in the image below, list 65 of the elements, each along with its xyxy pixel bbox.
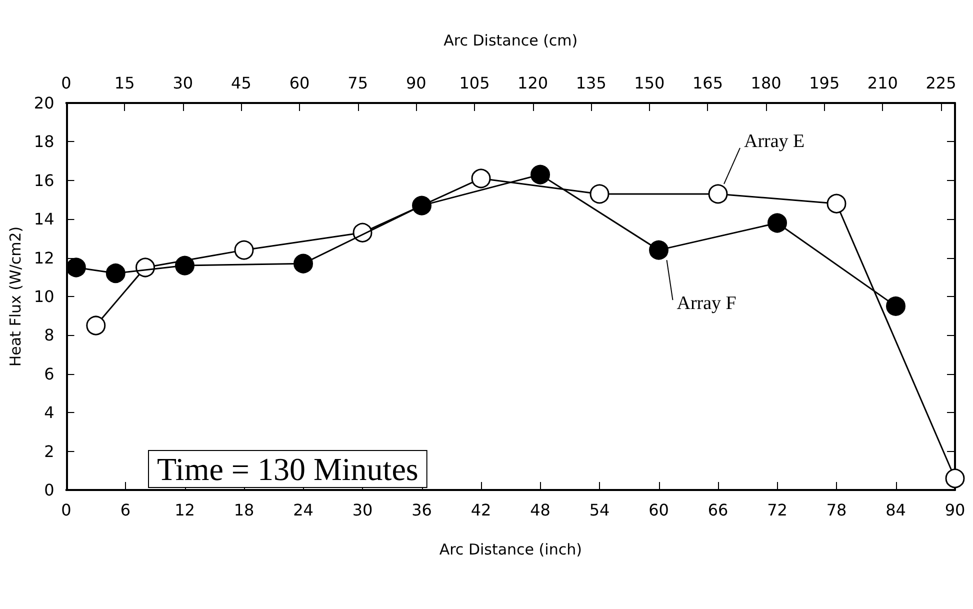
y-tick-label: 18 <box>34 132 54 152</box>
x-tick-label: 54 <box>589 500 610 520</box>
x-tick-label: 24 <box>293 500 314 520</box>
y-tick-label: 20 <box>34 94 54 112</box>
x2-tick-label: 120 <box>518 74 548 92</box>
text: Array E <box>744 130 805 152</box>
y-tick-label: 4 <box>44 403 54 422</box>
x2-tick-label: 150 <box>634 74 665 92</box>
y-axis-title: Heat Flux (W/cm2) <box>6 226 24 367</box>
y-tick-label: 2 <box>44 442 54 461</box>
y-tick-label: 0 <box>44 480 54 500</box>
x-tick-label: 90 <box>944 500 966 520</box>
point <box>886 296 906 316</box>
x-tick-label: 36 <box>412 500 432 520</box>
annotation: Time = 130 Minutes <box>157 451 418 487</box>
x2-tick-label: 195 <box>809 74 840 92</box>
point <box>649 240 669 260</box>
x-tick-label: 0 <box>61 500 72 520</box>
x2-tick-label: 45 <box>231 74 252 92</box>
x2-tick-label: 210 <box>867 74 898 92</box>
point <box>86 316 106 336</box>
x2-tick-label: 30 <box>172 74 194 92</box>
x-tick-label: 6 <box>120 500 131 520</box>
x2-tick-label: 60 <box>289 74 310 92</box>
y-tick-label: 8 <box>44 326 54 345</box>
x-tick-label: 12 <box>174 500 195 520</box>
point <box>106 264 126 284</box>
x2-tick-label: 165 <box>692 74 724 92</box>
point <box>294 254 314 274</box>
point <box>945 468 965 488</box>
x2-tick-label: 75 <box>348 74 368 92</box>
x-tick-label: 42 <box>470 500 492 520</box>
x2-tick-label: 15 <box>114 74 135 92</box>
x2-tick-label: 225 <box>926 74 956 92</box>
x2-tick-label: 135 <box>576 74 606 92</box>
legend-label: Array F <box>676 293 736 314</box>
x2-tick-label: 180 <box>750 74 782 92</box>
x-tick-label: 66 <box>708 500 728 520</box>
point <box>234 240 254 260</box>
point <box>708 184 728 204</box>
y-tick-label: 10 <box>34 287 54 306</box>
y-tick-label: 16 <box>34 170 54 190</box>
y-tick-label: 6 <box>44 364 54 384</box>
x-axis-title: Arc Distance (inch) <box>439 540 582 558</box>
point <box>412 196 432 216</box>
x2-tick-label: 0 <box>61 74 72 92</box>
x-tick-label: 18 <box>234 500 254 520</box>
point <box>66 258 86 278</box>
x-tick-label: 78 <box>826 500 847 520</box>
point <box>175 256 195 276</box>
x2-tick-label: 105 <box>459 74 490 92</box>
point <box>768 213 787 233</box>
x-tick-label: 48 <box>530 500 550 520</box>
y-tick-label: 12 <box>34 248 54 268</box>
x-tick-label: 60 <box>648 500 669 520</box>
point <box>590 184 610 204</box>
point <box>471 168 491 188</box>
x2-tick-label: 90 <box>406 74 426 92</box>
x-tick-label: 84 <box>886 500 906 520</box>
point <box>530 164 550 184</box>
point <box>826 194 846 214</box>
x2-axis-title: Arc Distance (cm) <box>444 32 578 50</box>
y-tick-label: 14 <box>34 210 54 229</box>
x-tick-label: 72 <box>767 500 788 520</box>
x-tick-label: 30 <box>352 500 373 520</box>
